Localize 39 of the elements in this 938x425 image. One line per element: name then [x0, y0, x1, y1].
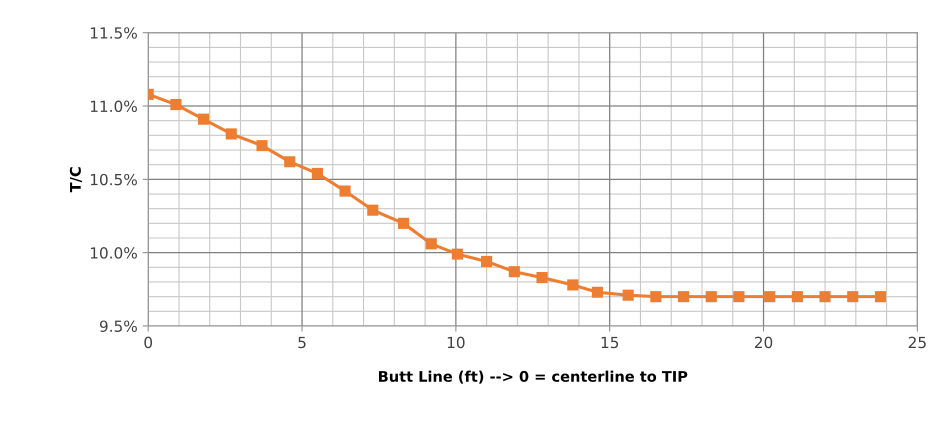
point: [508, 266, 520, 278]
point: [284, 156, 296, 168]
x-tick-label: 5: [298, 336, 306, 348]
point: [340, 186, 351, 197]
point: [592, 286, 603, 298]
x-axis-title: Butt Line (ft) --> 0 = centerline to TIP: [379, 370, 688, 384]
point: [198, 114, 210, 125]
point: [678, 291, 690, 302]
x-tick-label: 10: [448, 336, 465, 348]
y-tick-label: 11.5%: [90, 27, 137, 39]
x-tick-label: 0: [144, 336, 152, 348]
point: [367, 204, 378, 216]
point: [650, 291, 662, 302]
y-tick-label: 9.5%: [100, 320, 137, 332]
point: [733, 291, 744, 302]
point: [706, 291, 717, 302]
y-tick-label: 11.0%: [90, 100, 137, 112]
point: [874, 291, 886, 302]
y-tick-label: 10.0%: [90, 247, 137, 259]
point: [256, 140, 268, 152]
point: [481, 256, 492, 268]
point: [398, 218, 410, 229]
point: [170, 99, 182, 110]
y-tick-label: 10.5%: [90, 174, 137, 186]
x-tick-label: 20: [754, 336, 772, 348]
point: [426, 238, 437, 250]
point: [820, 291, 831, 302]
point: [622, 290, 634, 301]
point: [847, 291, 858, 302]
point: [312, 168, 323, 180]
point: [792, 291, 803, 302]
x-tick-label: 15: [602, 336, 618, 348]
x-tick-label: 25: [908, 336, 926, 348]
point: [452, 248, 463, 260]
point: [226, 128, 237, 140]
point: [764, 291, 776, 302]
point: [536, 272, 548, 284]
y-axis-title: T/C: [70, 167, 82, 192]
point: [567, 279, 578, 290]
